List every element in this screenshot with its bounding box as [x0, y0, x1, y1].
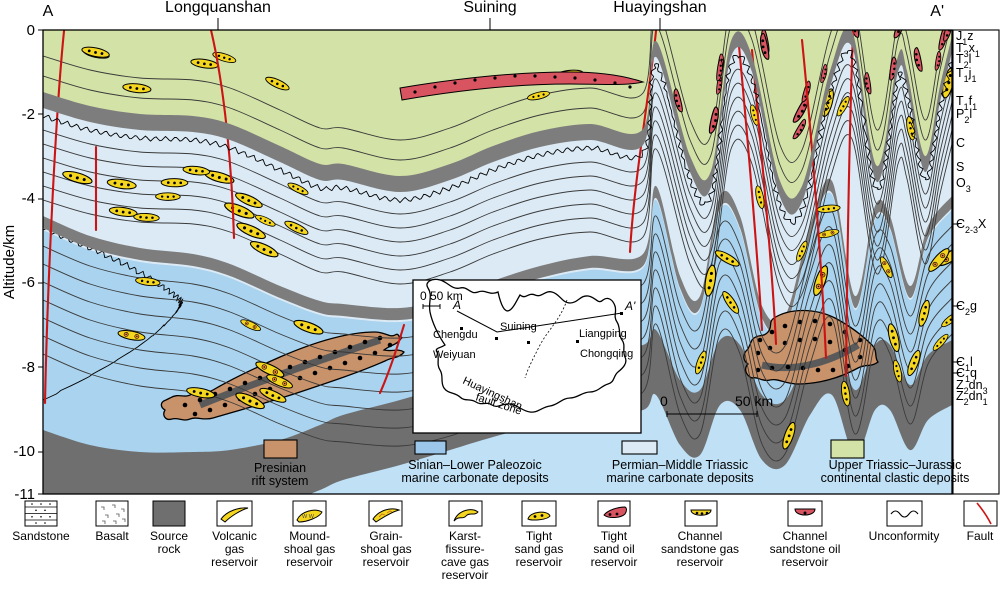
svg-text:marine carbonate deposits: marine carbonate deposits — [606, 471, 753, 485]
svg-text:shoal gas: shoal gas — [360, 542, 411, 556]
svg-text:W W: W W — [302, 514, 315, 520]
svg-text:Weiyuan: Weiyuan — [433, 349, 476, 361]
svg-text:Chengdu: Chengdu — [433, 329, 478, 341]
svg-text:Liangping: Liangping — [579, 328, 627, 340]
svg-text:Presinian: Presinian — [254, 461, 306, 475]
svg-text:A: A — [43, 3, 54, 20]
svg-text:-10: -10 — [13, 443, 35, 460]
svg-text:0: 0 — [27, 22, 35, 39]
svg-text:fissure-: fissure- — [445, 542, 484, 556]
svg-text:Altitude/km: Altitude/km — [1, 225, 18, 299]
svg-text:cave gas: cave gas — [441, 555, 489, 569]
svg-text:rift system: rift system — [252, 474, 309, 488]
svg-text:-4: -4 — [22, 190, 35, 207]
svg-text:Grain-: Grain- — [369, 529, 402, 543]
svg-text:Mound-: Mound- — [289, 529, 330, 543]
svg-text:reservoir: reservoir — [363, 555, 410, 569]
svg-text:Suining: Suining — [500, 321, 537, 333]
svg-text:Huayingshan: Huayingshan — [613, 0, 706, 16]
svg-text:A': A' — [624, 299, 636, 313]
svg-text:Longquanshan: Longquanshan — [165, 0, 271, 16]
svg-text:C: C — [956, 136, 965, 150]
svg-text:shoal gas: shoal gas — [284, 542, 335, 556]
svg-text:Permian–Middle Triassic: Permian–Middle Triassic — [612, 458, 748, 472]
svg-text:50 km: 50 km — [735, 393, 773, 409]
svg-text:Basalt: Basalt — [95, 529, 129, 543]
svg-text:Volcanic: Volcanic — [212, 529, 257, 543]
svg-text:-11: -11 — [14, 486, 35, 503]
svg-text:Sandstone: Sandstone — [12, 529, 70, 543]
svg-text:gas: gas — [225, 542, 244, 556]
svg-text:sandstone oil: sandstone oil — [770, 542, 841, 556]
svg-text:sand oil: sand oil — [593, 542, 634, 556]
svg-text:reservoir: reservoir — [211, 555, 258, 569]
svg-text:Fault: Fault — [967, 529, 994, 543]
svg-text:Karst-: Karst- — [449, 529, 481, 543]
svg-text:reservoir: reservoir — [591, 555, 638, 569]
svg-text:marine carbonate deposits: marine carbonate deposits — [401, 471, 548, 485]
svg-text:sand gas: sand gas — [515, 542, 564, 556]
svg-text:reservoir: reservoir — [677, 555, 724, 569]
svg-text:0 50 km: 0 50 km — [420, 289, 463, 303]
svg-text:S: S — [956, 160, 964, 174]
svg-text:Chongqing: Chongqing — [580, 348, 633, 360]
svg-text:Tight: Tight — [601, 529, 628, 543]
svg-text:A': A' — [930, 3, 944, 20]
svg-text:reservoir: reservoir — [286, 555, 333, 569]
svg-text:Channel: Channel — [783, 529, 828, 543]
svg-text:reservoir: reservoir — [442, 568, 489, 582]
svg-text:sandstone gas: sandstone gas — [661, 542, 739, 556]
svg-text:reservoir: reservoir — [782, 555, 829, 569]
svg-text:continental clastic deposits: continental clastic deposits — [821, 471, 970, 485]
svg-text:reservoir: reservoir — [516, 555, 563, 569]
svg-text:Unconformity: Unconformity — [869, 529, 940, 543]
svg-text:rock: rock — [158, 542, 182, 556]
svg-text:-6: -6 — [22, 274, 35, 291]
svg-text:Upper Triassic–Jurassic: Upper Triassic–Jurassic — [829, 458, 962, 472]
svg-text:0: 0 — [660, 393, 668, 409]
svg-text:Source: Source — [150, 529, 188, 543]
svg-text:-2: -2 — [22, 106, 35, 123]
svg-text:Suining: Suining — [463, 0, 516, 16]
svg-text:Sinian–Lower Paleozoic: Sinian–Lower Paleozoic — [408, 458, 541, 472]
svg-text:Tight: Tight — [526, 529, 553, 543]
svg-text:-8: -8 — [22, 359, 35, 376]
svg-text:Channel: Channel — [678, 529, 723, 543]
